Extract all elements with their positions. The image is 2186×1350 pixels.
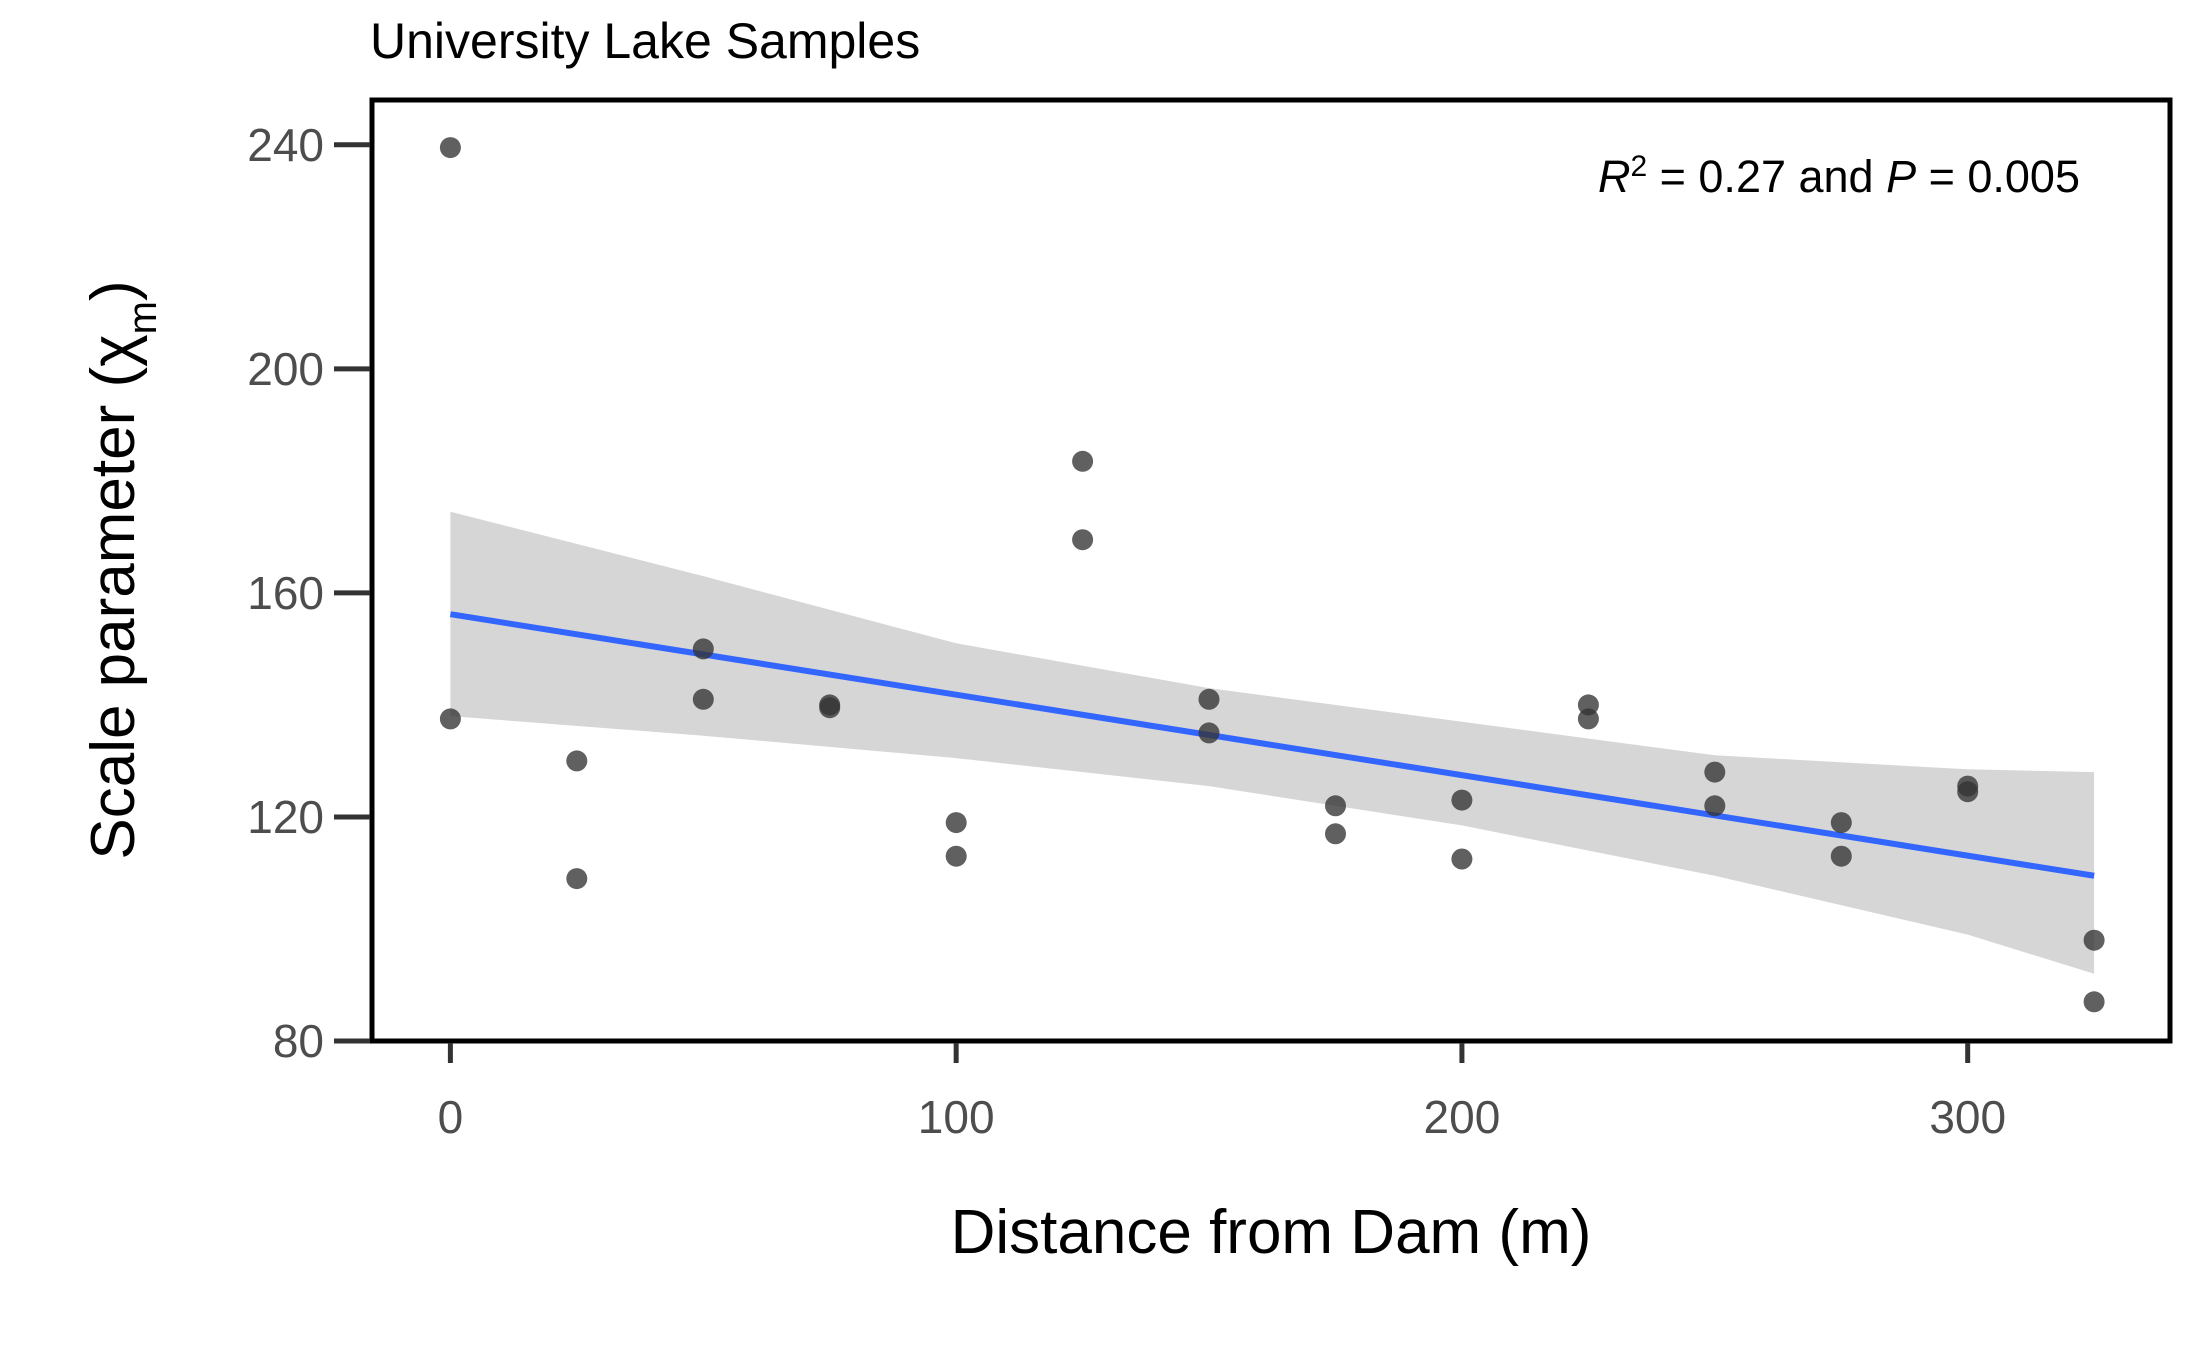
y-tick-label-240: 240 [247,119,324,171]
data-point-28 [2083,991,2105,1013]
data-point-18 [1451,848,1473,870]
data-point-5 [692,638,714,660]
data-point-16 [1325,823,1346,845]
r-equals: = 0.27 and [1647,151,1886,202]
plot-area [439,137,2105,1013]
y-axis-title-subscript: m [121,301,165,334]
data-point-1 [439,137,461,159]
p-equals: = 0.005 [1916,151,2080,202]
data-point-27 [2083,929,2105,951]
x-tick-label-0: 0 [438,1091,464,1143]
data-point-9 [945,812,967,834]
data-point-2 [439,708,461,730]
data-point-22 [1704,795,1726,817]
y-axis-title-text: Scale parameter ( [79,367,148,860]
data-point-8 [819,697,841,719]
chart-title: University Lake Samples [370,13,920,69]
data-point-11 [1072,450,1094,472]
data-point-6 [692,688,714,710]
x-tick-label-100: 100 [918,1091,995,1143]
y-axis-title: Scale parameter (χm) [79,280,165,859]
x-tick-label-200: 200 [1424,1091,1501,1143]
y-tick-label-160: 160 [247,567,324,619]
plot-panel-border [369,97,2173,1044]
p-symbol: P [1886,151,1916,202]
data-point-17 [1451,789,1473,811]
y-tick-label-120: 120 [247,791,324,843]
data-points [439,137,2105,1013]
data-point-14 [1198,722,1220,744]
x-axis: 0 100 200 300 [438,1043,2006,1143]
data-point-10 [945,845,967,867]
data-point-15 [1325,795,1346,817]
y-tick-label-80: 80 [273,1015,324,1067]
data-point-13 [1198,688,1220,710]
data-point-20 [1577,708,1599,730]
y-tick-label-200: 200 [247,343,324,395]
data-point-3 [566,750,588,772]
data-point-26 [1957,781,1979,803]
data-point-4 [566,868,588,890]
y-axis-title-close: ) [79,280,148,301]
x-axis-title: Distance from Dam (m) [951,1198,1592,1267]
r-symbol: R [1598,151,1631,202]
data-point-21 [1704,761,1726,783]
r-exponent: 2 [1630,150,1647,183]
data-point-12 [1072,529,1094,551]
y-axis: 80 120 160 200 240 [247,119,370,1067]
regression-annotation: R2 = 0.27 and P = 0.005 [1598,150,2080,203]
x-tick-label-300: 300 [1929,1091,2006,1143]
y-axis-title-symbol: χ [79,334,148,367]
regression-line [449,611,2095,879]
data-point-23 [1830,812,1852,834]
data-point-24 [1830,845,1852,867]
